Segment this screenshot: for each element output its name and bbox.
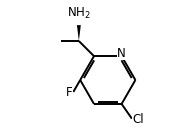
Text: NH$_2$: NH$_2$	[67, 6, 91, 21]
Text: F: F	[66, 86, 73, 99]
Text: Cl: Cl	[133, 113, 144, 126]
Polygon shape	[77, 25, 81, 41]
Text: N: N	[117, 47, 126, 60]
